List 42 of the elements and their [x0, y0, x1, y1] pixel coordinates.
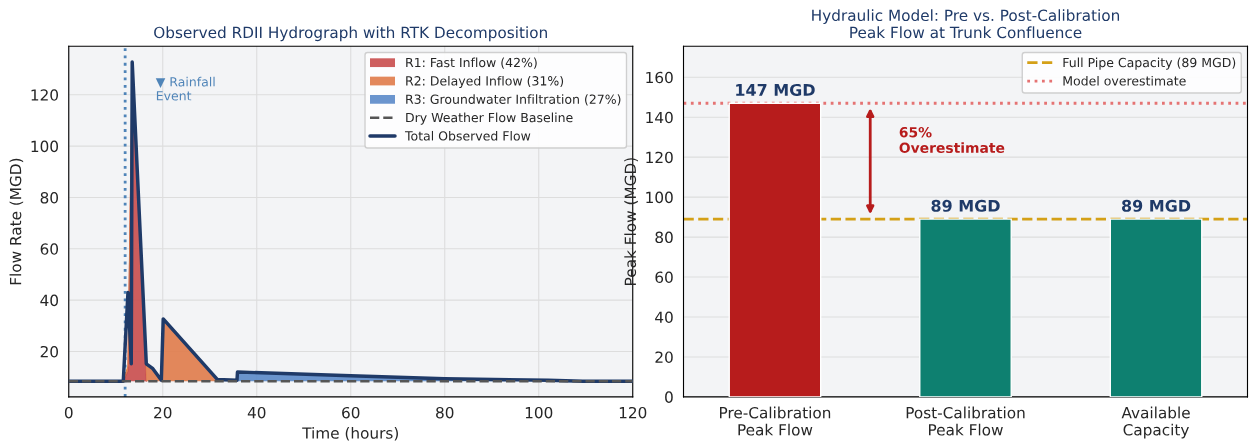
x-tick-label: Available Capacity [1121, 406, 1190, 439]
y-tick-label: 140 [646, 111, 673, 124]
y-tick-label: 120 [31, 89, 59, 101]
y-tick-label: 40 [40, 294, 59, 307]
legend-label: Total Observed Flow [404, 130, 531, 141]
legend-label: R3: Groundwater Infiltration (27%) [406, 94, 621, 106]
x-tick-label: 0 [64, 406, 73, 419]
x-tick-label: Pre-Calibration Peak Flow [720, 406, 831, 436]
legend-label: Model overestimate [1063, 75, 1186, 86]
y-tick-label: 40 [655, 311, 673, 324]
x-tick-label: 100 [525, 406, 553, 419]
legend-label: R1: Fast Inflow (42%) [406, 57, 537, 69]
data-label: 147 MGD [736, 83, 815, 96]
annotation: 65% Overestimate [899, 126, 1005, 153]
y-tick-label: 20 [655, 351, 673, 363]
y-tick-label: 100 [646, 191, 673, 204]
legend-label: Dry Weather Flow Baseline [406, 112, 573, 125]
x-axis-title: Time (hours) [302, 426, 398, 441]
chart-title: Observed RDII Hydrograph with RTK Decomposition [154, 26, 547, 42]
y-tick-label: 80 [655, 231, 673, 244]
ref-line-label: ▼ Rainfall Event [155, 76, 215, 101]
x-tick-label: 40 [247, 406, 266, 419]
y-tick-label: 0 [665, 391, 673, 403]
y-tick-label: 60 [40, 243, 59, 255]
data-label: 89 MGD [931, 199, 1000, 212]
chart-title: Hydraulic Model: Pre vs. Post-Calibration Peak Flow at Trunk Confluence [812, 9, 1120, 39]
x-tick-label: 20 [154, 406, 172, 419]
y-tick-label: 60 [655, 271, 673, 284]
y-axis-title: Flow Rate (MGD) [9, 158, 24, 285]
legend-label: Full Pipe Capacity (89 MGD) [1063, 57, 1236, 70]
y-tick-label: 160 [646, 71, 673, 84]
y-tick-label: 100 [31, 140, 59, 153]
y-tick-label: 120 [646, 151, 673, 164]
y-tick-label: 20 [40, 345, 59, 358]
data-label: 89 MGD [1121, 199, 1191, 212]
x-tick-label: 120 [619, 406, 647, 419]
y-tick-label: 80 [40, 191, 59, 204]
x-tick-label: Post-Calibration Peak Flow [906, 406, 1025, 436]
legend-label: R2: Delayed Inflow (31%) [406, 75, 564, 88]
y-axis-title: Peak Flow (MGD) [624, 158, 638, 285]
x-tick-label: 80 [436, 406, 454, 419]
x-tick-label: 60 [342, 406, 360, 419]
